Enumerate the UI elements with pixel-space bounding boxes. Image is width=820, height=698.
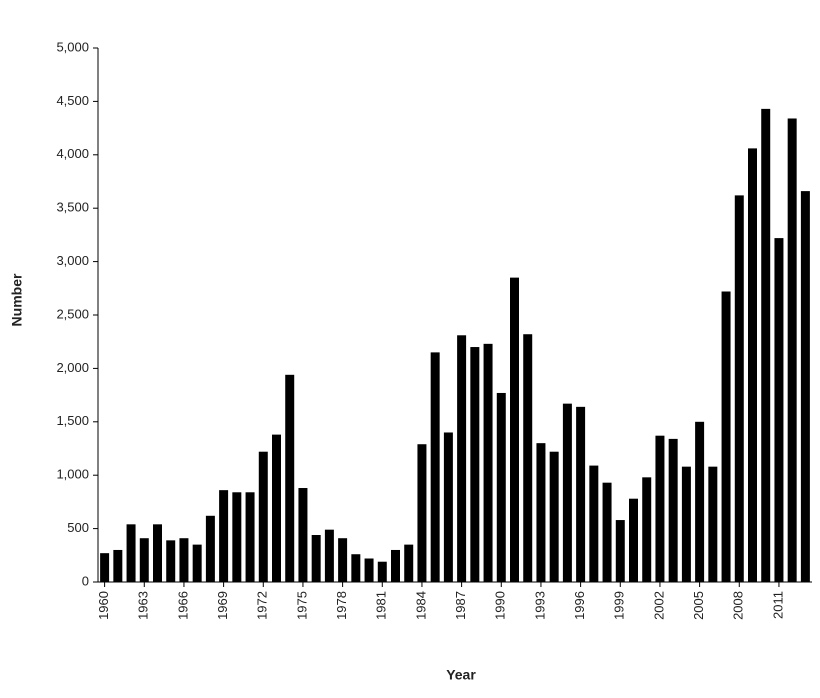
bar xyxy=(430,352,440,582)
bar xyxy=(457,335,467,582)
bar xyxy=(338,538,348,582)
bar xyxy=(285,374,295,582)
bar xyxy=(655,435,665,582)
bar xyxy=(324,529,334,582)
y-tick-label: 0 xyxy=(82,573,89,588)
x-tick-label: 1999 xyxy=(612,591,627,620)
bar xyxy=(272,434,281,582)
bar xyxy=(536,443,546,582)
bar xyxy=(258,451,268,582)
bar xyxy=(139,538,149,582)
bar xyxy=(787,118,797,582)
x-tick-label: 1969 xyxy=(215,591,230,620)
bar xyxy=(668,438,678,582)
bar xyxy=(589,465,599,582)
bar xyxy=(602,482,612,582)
x-tick-label: 1981 xyxy=(374,591,389,620)
x-tick-label: 1990 xyxy=(493,591,508,620)
bar xyxy=(483,343,493,582)
y-tick-label: 5,000 xyxy=(56,39,89,54)
y-tick-label: 2,000 xyxy=(56,360,89,375)
bar xyxy=(205,515,215,582)
x-tick-label: 2005 xyxy=(691,591,706,620)
bar xyxy=(642,477,652,582)
x-tick-label: 1978 xyxy=(334,591,349,620)
bar xyxy=(681,466,691,582)
bar xyxy=(629,498,638,582)
bar xyxy=(351,554,361,582)
x-tick-label: 1975 xyxy=(294,591,309,620)
x-tick-label: 1984 xyxy=(413,591,428,620)
x-tick-label: 2002 xyxy=(651,591,666,620)
y-tick-label: 500 xyxy=(67,520,89,535)
y-tick-label: 3,000 xyxy=(56,253,89,268)
x-tick-label: 1960 xyxy=(96,591,111,620)
bar xyxy=(615,520,625,582)
bar xyxy=(166,540,176,582)
bar xyxy=(562,403,572,582)
x-tick-label: 1963 xyxy=(136,591,151,620)
bar xyxy=(311,535,321,582)
bar xyxy=(417,444,427,582)
x-tick-label: 1987 xyxy=(453,591,468,620)
bar xyxy=(100,553,110,582)
bar xyxy=(748,148,757,582)
bar xyxy=(153,524,162,582)
bar xyxy=(232,492,242,582)
y-tick-label: 4,000 xyxy=(56,146,89,161)
bar xyxy=(364,558,374,582)
x-tick-label: 2011 xyxy=(770,591,785,619)
bar xyxy=(443,432,453,582)
bar xyxy=(179,538,189,582)
bar xyxy=(245,492,255,582)
bar xyxy=(496,392,506,582)
bar xyxy=(734,195,744,582)
bar xyxy=(523,334,533,582)
y-tick-label: 1,000 xyxy=(56,467,89,482)
bar xyxy=(800,191,810,582)
bar xyxy=(708,466,718,582)
bar xyxy=(391,549,400,582)
bar xyxy=(377,561,387,582)
bar xyxy=(761,108,771,582)
bar xyxy=(721,291,731,582)
bar xyxy=(298,488,308,582)
x-tick-label: 2008 xyxy=(731,591,746,620)
y-axis-title: Number xyxy=(9,273,25,326)
y-tick-label: 3,500 xyxy=(56,200,89,215)
bar xyxy=(192,544,202,582)
bar xyxy=(126,524,136,582)
y-tick-label: 2,500 xyxy=(56,306,89,321)
bar xyxy=(576,406,586,582)
x-tick-label: 1996 xyxy=(572,591,587,620)
x-tick-label: 1972 xyxy=(255,591,270,620)
y-tick-label: 4,500 xyxy=(56,93,89,108)
x-tick-label: 1993 xyxy=(532,591,547,620)
bar xyxy=(470,347,480,582)
bar xyxy=(774,238,784,582)
bar xyxy=(113,549,123,582)
x-tick-label: 1966 xyxy=(175,591,190,620)
bar xyxy=(404,544,414,582)
bar xyxy=(695,421,705,582)
bar xyxy=(219,490,229,582)
bar xyxy=(549,451,559,582)
bar xyxy=(510,277,519,582)
x-axis-title: Year xyxy=(446,667,476,683)
y-tick-label: 1,500 xyxy=(56,413,89,428)
